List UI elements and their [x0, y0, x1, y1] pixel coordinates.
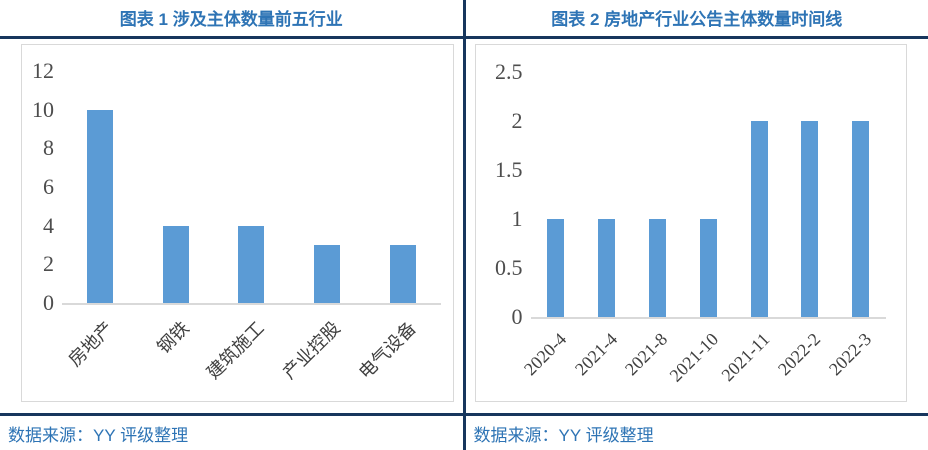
x-axis-labels: 2020-4 2021-4 2021-8 2021-10 2021-11 2022-2 20… [520, 319, 887, 409]
y-axis-tick-label: 1.5 [495, 157, 523, 182]
y-axis-tick-label: 4 [43, 212, 54, 238]
bar [699, 219, 717, 317]
x-axis-line [62, 303, 441, 305]
bar-slot [62, 45, 138, 303]
x-label-slot: 房地产 [62, 305, 138, 395]
bar-slot [531, 45, 582, 317]
figure-1-chart-frame: 0 2 4 6 8 10 12 房地产 钢铁 建筑施工 产业控股 电气设备 [21, 44, 454, 402]
x-axis-tick-label: 房地产 [64, 317, 117, 371]
bar [162, 225, 189, 303]
y-axis-tick-label: 0 [511, 304, 523, 329]
figure-1-title: 图表 1 涉及主体数量前五行业 [119, 10, 343, 29]
figure-1-panel: 图表 1 涉及主体数量前五行业 0 2 4 6 8 10 12 房地产 钢铁 建筑施工 产业控股 电气… [0, 0, 466, 450]
figure-1-bar-chart: 0 2 4 6 8 10 12 房地产 钢铁 建筑施工 产业控股 电气设备 [22, 45, 453, 401]
bar-slot [784, 45, 835, 317]
bar [313, 245, 340, 303]
bar [852, 121, 870, 317]
bar [86, 109, 113, 303]
x-label-slot: 产业控股 [279, 305, 365, 395]
y-axis-tick-label: 6 [43, 174, 54, 199]
bar-slot [734, 45, 785, 317]
figure-2-title-rule [465, 36, 928, 39]
bar-slot [683, 45, 734, 317]
y-axis-tick-label: 1 [511, 206, 523, 231]
y-axis-tick-label: 0 [43, 290, 54, 315]
figure-1-source: 数据来源：YY 评级整理 [8, 426, 189, 445]
x-axis-line [530, 317, 886, 319]
figure-2-title: 图表 2 房地产行业公告主体数量时间线 [551, 10, 843, 29]
bars-container [531, 45, 887, 317]
bar-slot [835, 45, 886, 317]
x-label-slot: 钢铁 [138, 305, 214, 395]
y-axis-tick-label: 12 [32, 58, 54, 83]
figure-1-bottom-rule [0, 413, 463, 416]
x-label-slot: 2022-3 [825, 319, 886, 409]
bar [750, 121, 768, 317]
figure-2-chart-frame: 0 0.5 1 1.5 2 2.5 2020-4 2021-4 2021-8 2021-10 202… [474, 44, 907, 402]
bar [648, 219, 666, 317]
bar [547, 219, 565, 317]
bar [389, 245, 416, 303]
x-axis-tick-label: 钢铁 [152, 317, 193, 358]
figure-2-chart-area: 0 0.5 1 1.5 2 2.5 2020-4 2021-4 2021-8 2021-10 202… [466, 39, 928, 402]
spacer [0, 402, 463, 413]
bar-slot [138, 45, 214, 303]
x-axis-tick-label: 2020-4 [519, 329, 571, 380]
figure-2-bottom-rule [465, 413, 928, 416]
bars-container [62, 45, 441, 303]
x-label-slot: 建筑施工 [203, 305, 289, 395]
figure-2-panel: 图表 2 房地产行业公告主体数量时间线 0 0.5 1 1.5 2 2.5 2020-4 20… [465, 0, 928, 450]
figure-2-source: 数据来源：YY 评级整理 [473, 426, 654, 445]
y-axis-tick-label: 10 [32, 96, 54, 122]
x-label-slot: 电气设备 [355, 305, 441, 395]
x-axis-labels: 房地产 钢铁 建筑施工 产业控股 电气设备 [62, 305, 441, 395]
bar-slot [289, 45, 365, 303]
bar-slot [213, 45, 289, 303]
y-axis-tick-label: 8 [43, 135, 54, 161]
bar [238, 225, 265, 303]
y-axis-tick-label: 0.5 [495, 255, 523, 280]
bar [598, 219, 616, 317]
bar-slot [632, 45, 683, 317]
bar-slot [365, 45, 441, 303]
y-axis-tick-label: 2.5 [495, 59, 523, 84]
y-axis-tick-label: 2 [43, 251, 54, 277]
figure-1-title-rule [0, 36, 463, 39]
y-axis-tick-label: 2 [511, 108, 523, 133]
bar-slot [581, 45, 632, 317]
bar [801, 121, 819, 317]
figure-2-bar-chart: 0 0.5 1 1.5 2 2.5 2020-4 2021-4 2021-8 2021-10 202… [476, 45, 907, 401]
figure-1-chart-area: 0 2 4 6 8 10 12 房地产 钢铁 建筑施工 产业控股 电气设备 [0, 39, 463, 402]
